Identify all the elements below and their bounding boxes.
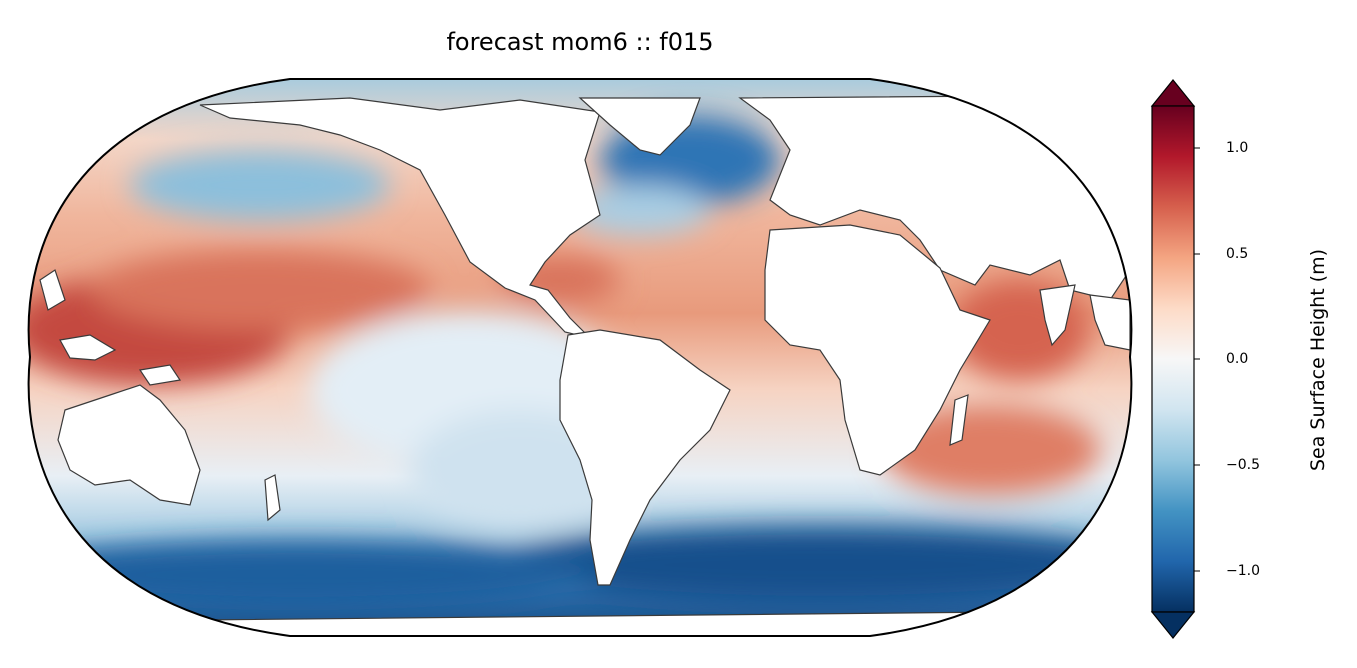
colorbar-tick-label: 0.0 — [1226, 351, 1249, 367]
colorbar-tick-label: 1.0 — [1226, 140, 1249, 156]
land-masses — [39, 94, 1131, 636]
colorbar-tick-label: 0.5 — [1226, 246, 1249, 262]
colorbar-tick-label: −1.0 — [1226, 563, 1260, 579]
colorbar — [1150, 79, 1200, 639]
colorbar-extend-top — [1150, 79, 1196, 107]
colorbar-tick-label: −0.5 — [1226, 457, 1260, 473]
colorbar-label: Sea Surface Height (m) — [1307, 248, 1329, 472]
colorbar-extend-bottom — [1150, 611, 1196, 639]
colorbar-body — [1151, 105, 1195, 613]
globe-outline — [27, 78, 1133, 637]
map-title: forecast mom6 :: f015 — [446, 28, 714, 56]
